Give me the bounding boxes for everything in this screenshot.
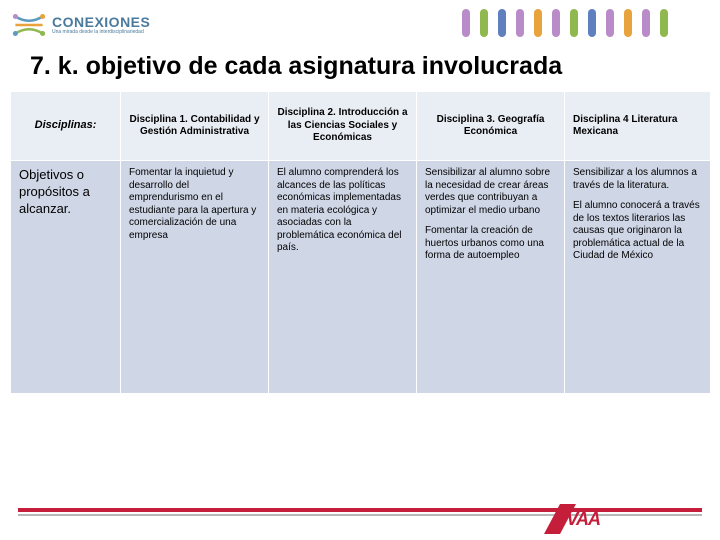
- stripe-icon: [570, 9, 578, 37]
- cell-d4-p1: Sensibilizar a los alumnos a través de l…: [573, 167, 702, 192]
- header-d2: Disciplina 2. Introducción a las Ciencia…: [269, 92, 417, 161]
- header-bar: CONEXIONES Una mirada desde la interdisc…: [0, 0, 720, 46]
- table-row: Objetivos o propósitos a alcanzar. Fomen…: [11, 161, 711, 394]
- row-label: Objetivos o propósitos a alcanzar.: [11, 161, 121, 394]
- header-stripes: [462, 9, 668, 41]
- cell-d4: Sensibilizar a los alumnos a través de l…: [565, 161, 711, 394]
- stripe-icon: [462, 9, 470, 37]
- logo-tagline: Una mirada desde la interdisciplinarieda…: [52, 29, 150, 35]
- stripe-icon: [552, 9, 560, 37]
- page-title: 7. k. objetivo de cada asignatura involu…: [0, 46, 720, 91]
- stripe-icon: [516, 9, 524, 37]
- footer-logo: VAA: [552, 504, 600, 534]
- cell-d3: Sensibilizar al alumno sobre la necesida…: [417, 161, 565, 394]
- cell-d4-p2: El alumno conocerá a través de los texto…: [573, 200, 702, 263]
- stripe-icon: [642, 9, 650, 37]
- stripe-icon: [660, 9, 668, 37]
- cell-d3-p1: Sensibilizar al alumno sobre la necesida…: [425, 167, 556, 217]
- stripe-icon: [480, 9, 488, 37]
- stripe-icon: [606, 9, 614, 37]
- cell-d1: Fomentar la inquietud y desarrollo del e…: [121, 161, 269, 394]
- header-disciplinas: Disciplinas:: [11, 92, 121, 161]
- cell-d3-p2: Fomentar la creación de huertos urbanos …: [425, 225, 556, 263]
- stripe-icon: [534, 9, 542, 37]
- logo-text-block: CONEXIONES Una mirada desde la interdisc…: [52, 15, 150, 35]
- cell-d2: El alumno comprenderá los alcances de la…: [269, 161, 417, 394]
- logo-icon: [12, 8, 46, 42]
- header-d3: Disciplina 3. Geografía Económica: [417, 92, 565, 161]
- objectives-table: Disciplinas: Disciplina 1. Contabilidad …: [10, 91, 711, 394]
- stripe-icon: [498, 9, 506, 37]
- header-d1: Disciplina 1. Contabilidad y Gestión Adm…: [121, 92, 269, 161]
- stripe-icon: [588, 9, 596, 37]
- table-header-row: Disciplinas: Disciplina 1. Contabilidad …: [11, 92, 711, 161]
- stripe-icon: [624, 9, 632, 37]
- logo-block: CONEXIONES Una mirada desde la interdisc…: [12, 8, 150, 42]
- logo-brand: CONEXIONES: [52, 15, 150, 29]
- footer: VAA: [0, 492, 720, 540]
- header-d4: Disciplina 4 Literatura Mexicana: [565, 92, 711, 161]
